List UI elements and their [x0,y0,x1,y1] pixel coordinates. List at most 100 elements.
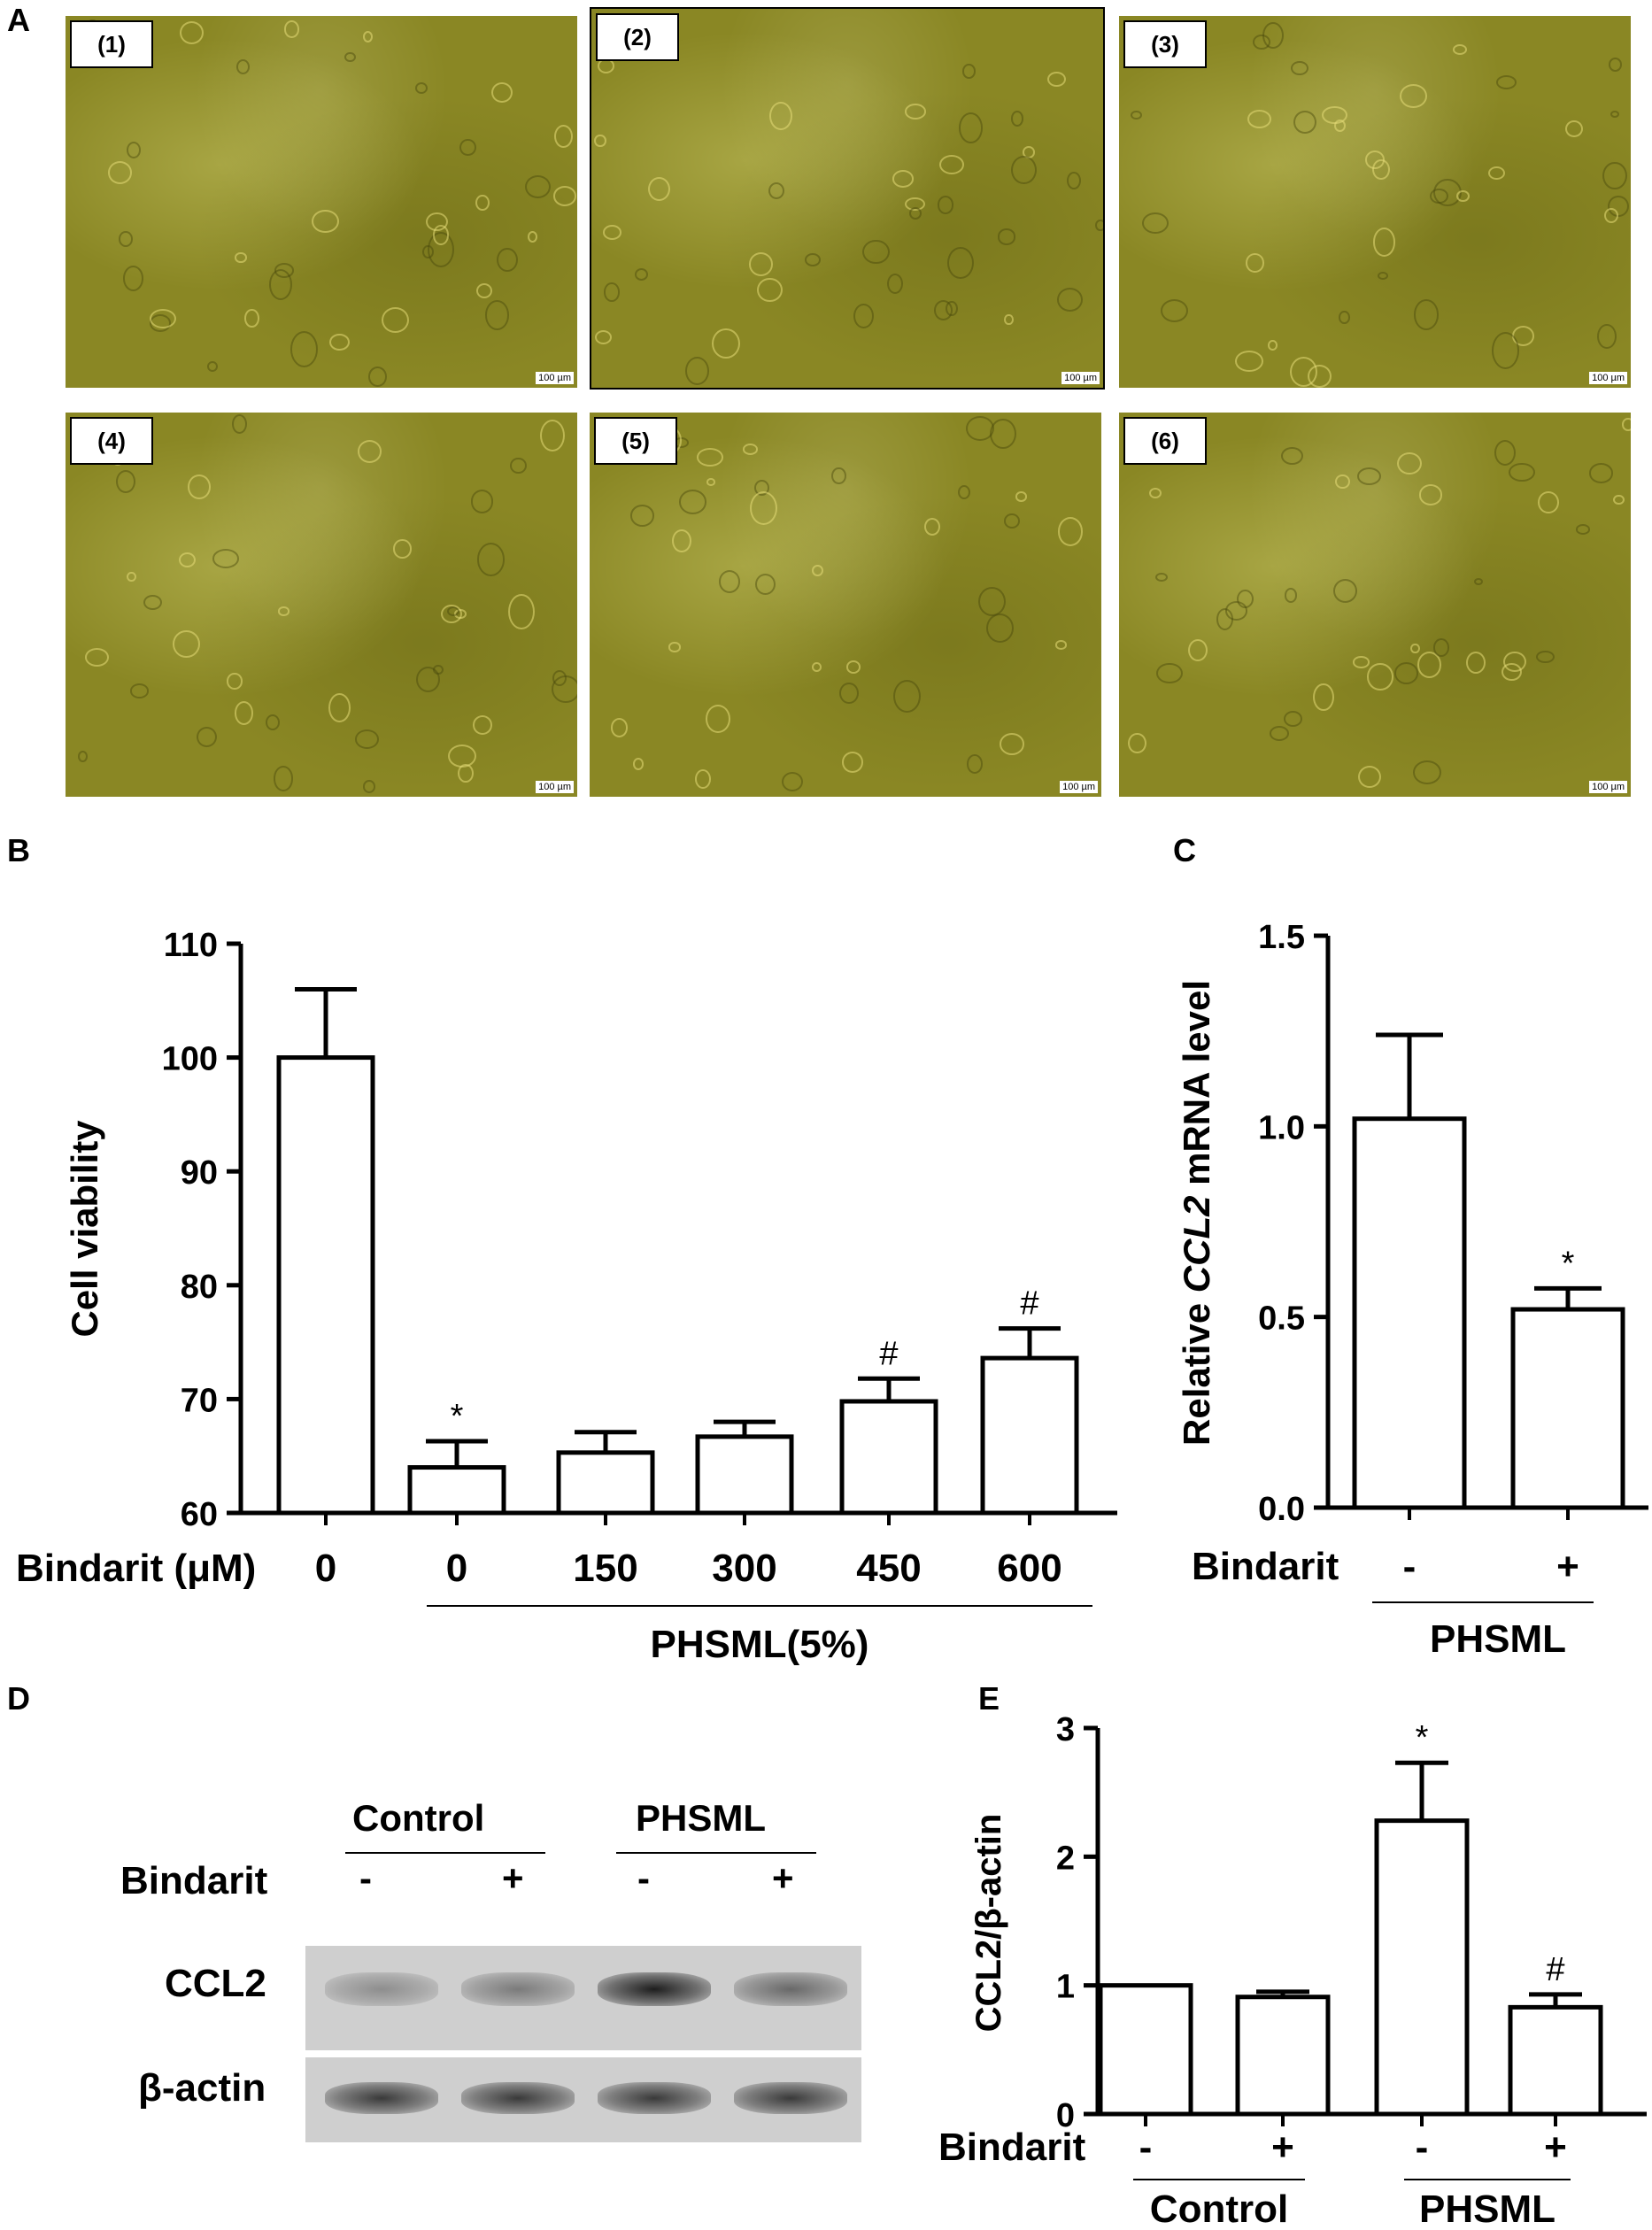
cell-shape [718,570,740,593]
y-tick-label: 0.0 [1258,1491,1305,1528]
cell-shape [173,629,200,658]
bar [980,1355,1079,1516]
cell-shape [1575,524,1590,536]
cell-shape [1393,661,1419,684]
panel-letter-b: B [7,832,30,868]
cell-shape [805,253,822,267]
cell-shape [905,104,927,120]
cell-shape [633,758,645,770]
cell-shape [1307,364,1332,388]
cell-shape [329,333,351,351]
cell-shape [1000,733,1025,755]
bar [276,1055,375,1516]
group-label: PHSML [1430,1617,1566,1661]
cell-shape [231,414,248,435]
cell-shape [1004,513,1020,529]
cell-shape [1357,766,1381,789]
y-tick-label: 60 [181,1496,218,1533]
cell-shape [269,269,292,300]
bar [1508,2004,1603,2117]
significance-marker: * [451,1398,464,1435]
cell-shape [781,771,804,792]
blot-group-phsml-line [616,1852,816,1854]
group-label: PHSML(5%) [651,1623,869,1666]
cell-shape [1236,589,1254,609]
cell-shape [179,20,204,45]
cell-shape [1067,171,1082,190]
cell-shape [551,675,577,703]
cell-shape [1128,732,1146,754]
cell-shape [853,303,875,328]
cell-shape [425,212,448,232]
cell-shape [458,763,474,783]
cell-shape [358,440,382,463]
cell-shape [122,265,144,291]
cell-shape [1335,474,1350,489]
cell-shape [126,571,136,583]
micrograph-label: (6) [1123,417,1207,465]
cell-shape [1149,487,1162,498]
cell-shape [278,606,289,616]
cell-shape [472,714,493,736]
cell-shape [635,267,649,281]
cell-shape [947,246,974,279]
cell-shape [668,642,682,652]
cell-shape [1503,651,1526,672]
cell-shape [362,31,374,43]
micrograph-3: (3) 100 µm [1119,16,1631,388]
cell-shape [937,196,954,214]
cell-shape [892,680,921,714]
cell-shape [1057,517,1084,546]
cell-shape [1131,111,1142,120]
micrograph-4: (4) 100 µm [66,413,577,797]
cell-shape [862,239,890,265]
y-tick-label: 90 [181,1154,218,1192]
blot-band [734,2082,847,2114]
y-tick-label: 1.0 [1258,1109,1305,1146]
cell-shape [1535,650,1556,664]
cell-shape [1313,683,1335,712]
cell-shape [1418,484,1443,505]
y-tick-label: 100 [162,1041,218,1078]
cell-shape [611,718,629,737]
cell-shape [647,176,670,201]
micrograph-label: (5) [594,417,677,465]
blot-group-control-line [345,1852,545,1854]
cell-shape [685,356,710,385]
cell-shape [129,683,149,698]
cell-shape [1597,323,1617,349]
blot-group-control: Control [352,1797,485,1839]
bar [1510,1307,1625,1510]
cell-shape [212,549,239,569]
category-label: 0 [315,1547,336,1590]
cell-shape [1396,452,1422,475]
scale-bar-label: 100 µm [1060,781,1098,793]
cell-shape [1491,332,1519,369]
cell-shape [1015,491,1027,502]
significance-marker: * [1416,1719,1429,1756]
cell-shape [961,64,976,79]
micrograph-label: (1) [70,20,153,68]
cell-shape [1494,440,1516,467]
western-blot: Control PHSML Bindarit - + - + CCL2 β-ac… [0,1762,885,2230]
cell-shape [1262,22,1284,50]
cell-shape [416,667,441,693]
cell-shape [754,574,776,595]
cell-shape [1610,110,1620,118]
cell-shape [838,683,859,705]
cell-shape [841,751,863,773]
bar [1098,1983,1193,2117]
cell-shape [510,457,527,475]
significance-marker: # [879,1335,898,1372]
cell-shape [1293,111,1316,135]
cell-shape [1155,572,1168,582]
cell-shape [475,194,490,212]
micrograph-label: (3) [1123,20,1207,68]
cell-shape [476,283,493,299]
blot-bindarit-label: Bindarit [120,1859,268,1902]
scale-bar-label: 100 µm [1589,781,1627,793]
micrograph-2: (2) 100 µm [590,7,1105,390]
cell-shape [923,517,941,536]
cell-shape [1056,288,1083,312]
cell-shape [1488,166,1505,180]
